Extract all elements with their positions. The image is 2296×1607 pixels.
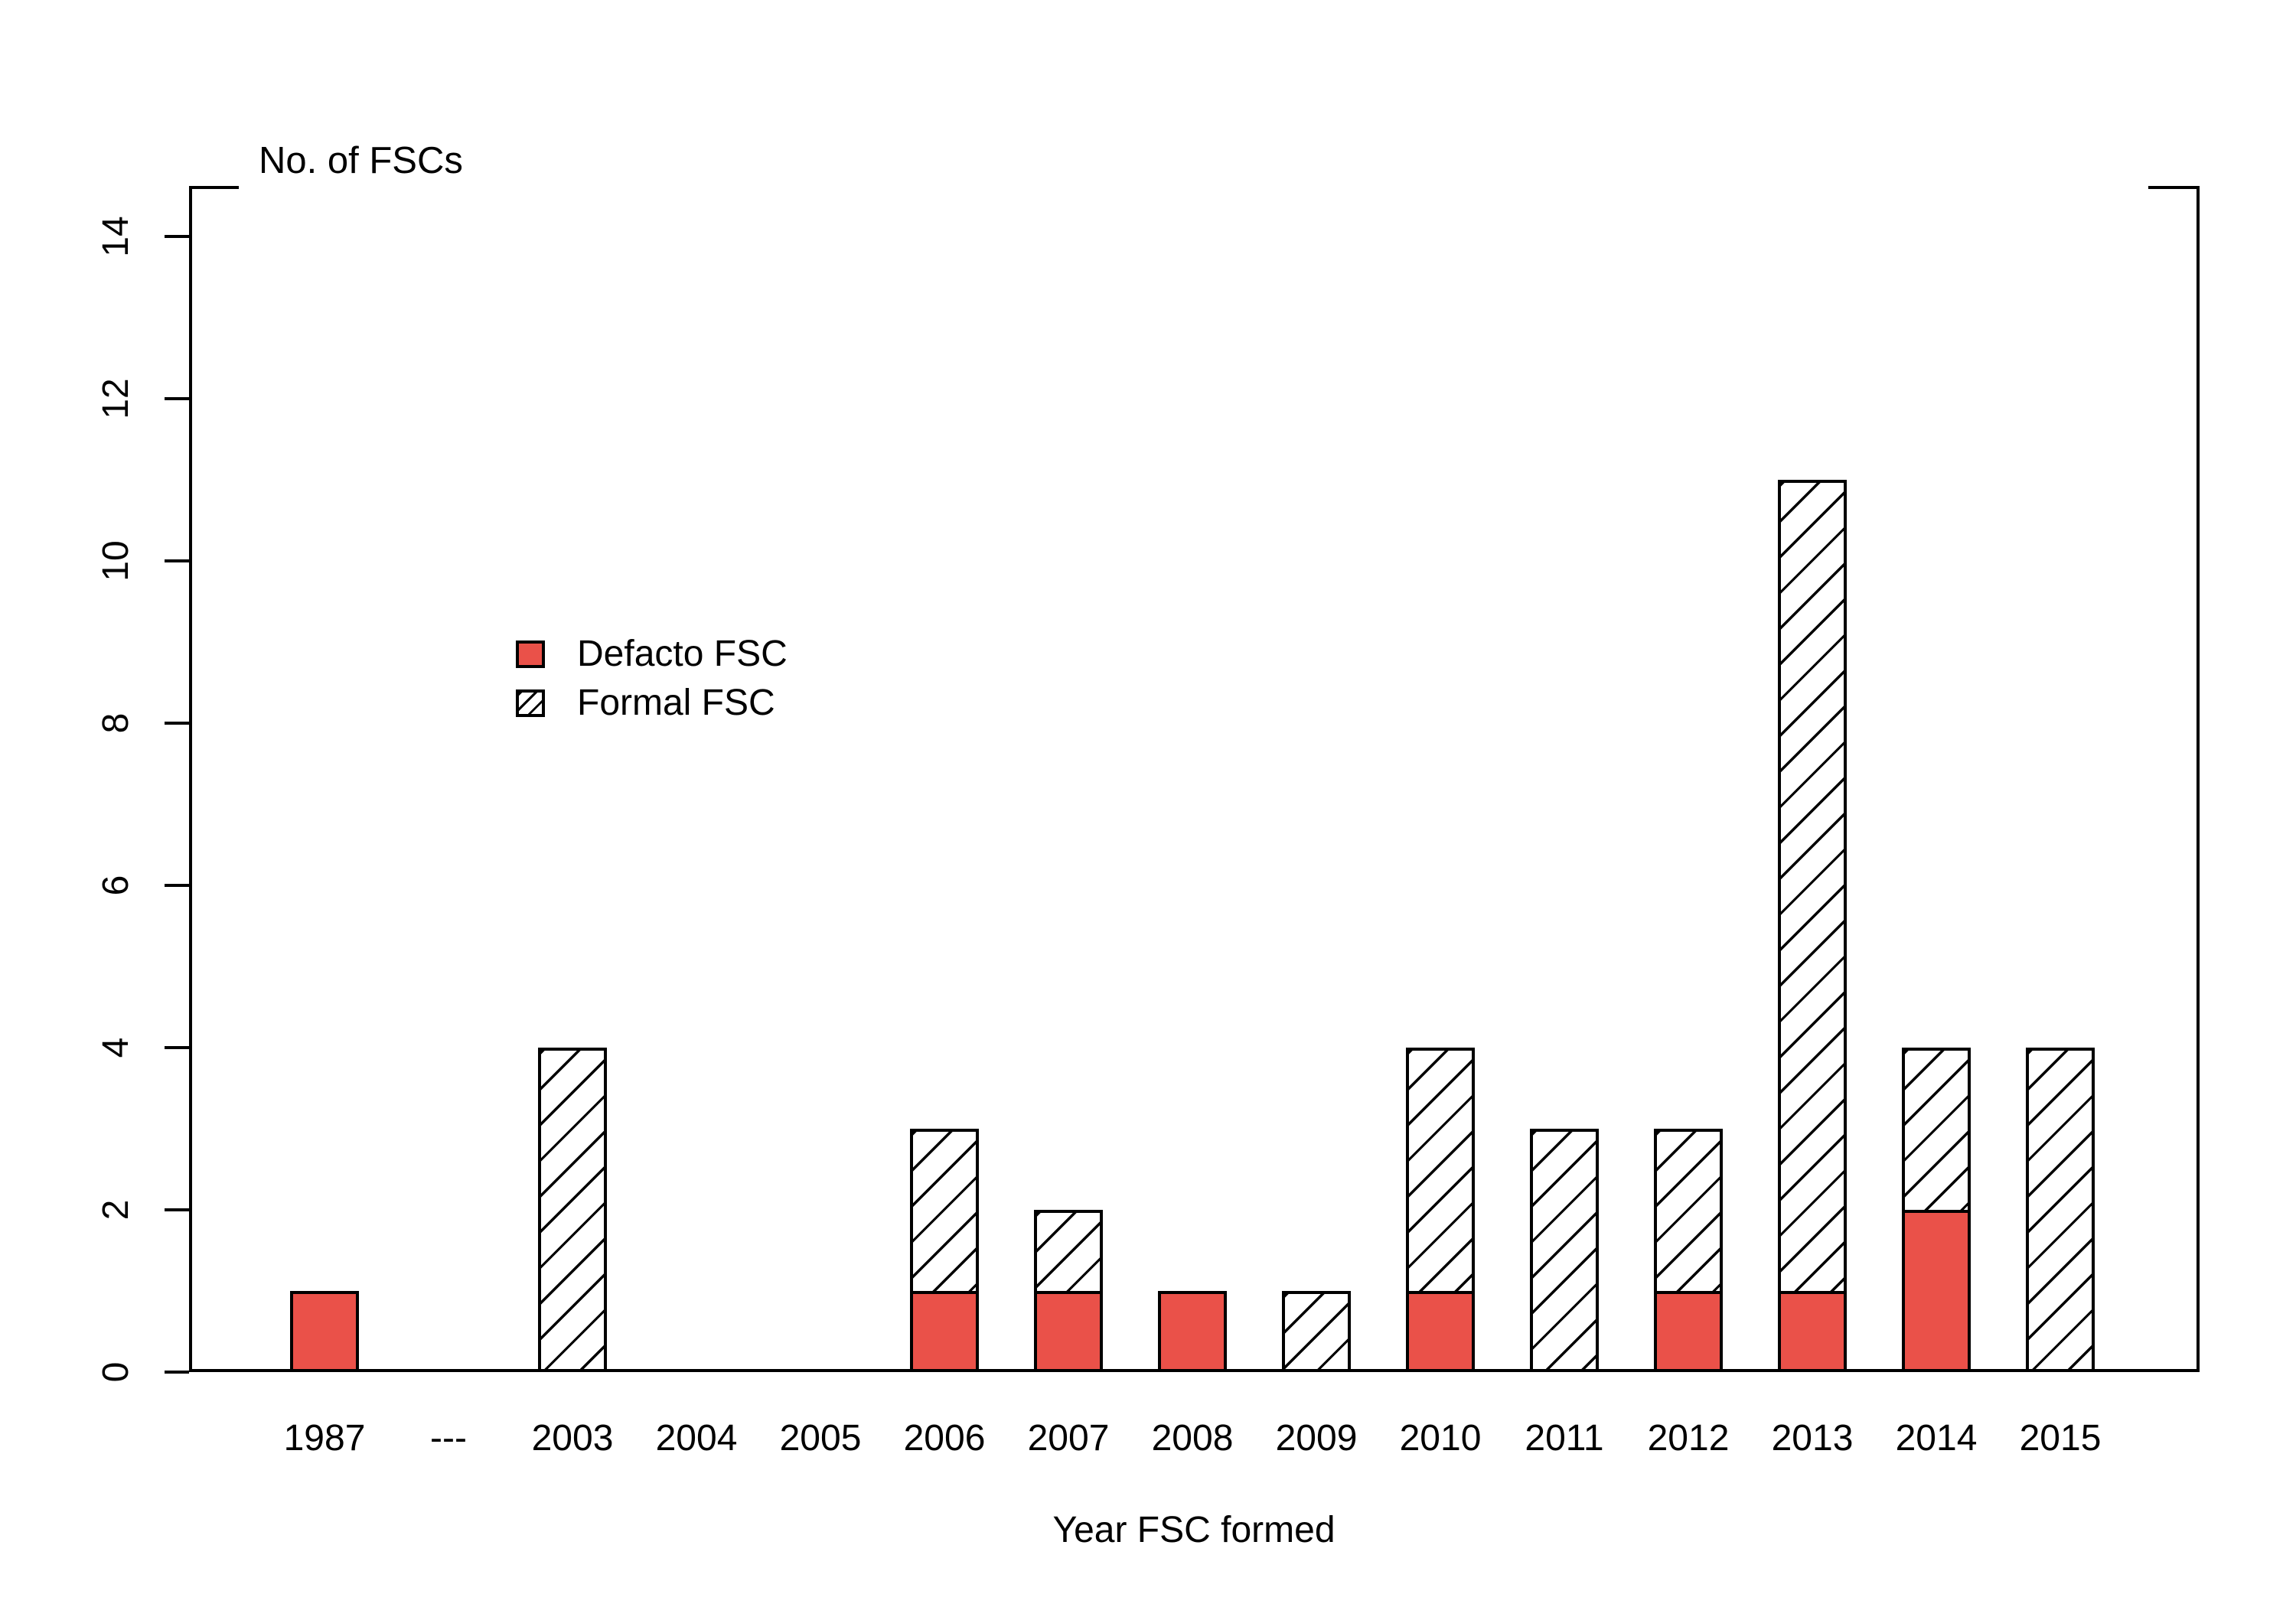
bar-2014-defacto-segment xyxy=(1902,1210,1971,1372)
y-tick-label-4: 4 xyxy=(96,1037,136,1058)
plot-area: Defacto FSC Formal FSC xyxy=(189,186,2200,1372)
y-tick-label-12: 12 xyxy=(96,378,136,419)
x-label-2009: 2009 xyxy=(1275,1418,1358,1459)
legend-label-formal: Formal FSC xyxy=(577,683,775,723)
bar-2009-formal-segment xyxy=(1282,1291,1351,1372)
y-tick-4 xyxy=(165,1046,189,1049)
y-tick-0 xyxy=(165,1371,189,1374)
y-tick-label-2: 2 xyxy=(96,1199,136,1221)
y-tick-label-14: 14 xyxy=(96,216,136,257)
formal-hatch-swatch-icon xyxy=(516,689,545,717)
x-label-2014: 2014 xyxy=(1895,1418,1978,1459)
legend: Defacto FSC Formal FSC xyxy=(516,634,788,737)
frame-top-right-stub xyxy=(2148,186,2200,189)
axis-left-line xyxy=(189,186,192,1372)
x-label-2008: 2008 xyxy=(1151,1418,1234,1459)
bar-1987-defacto-segment xyxy=(290,1291,359,1372)
y-tick-label-6: 6 xyxy=(96,875,136,896)
x-label-2013: 2013 xyxy=(1771,1418,1854,1459)
x-label-2006: 2006 xyxy=(903,1418,986,1459)
y-tick-8 xyxy=(165,722,189,725)
legend-item-defacto: Defacto FSC xyxy=(516,634,788,674)
bar-2003-formal-segment xyxy=(538,1048,607,1372)
legend-item-formal: Formal FSC xyxy=(516,683,788,723)
bar-2010-defacto-segment xyxy=(1406,1291,1475,1372)
bar-2008-defacto-segment xyxy=(1158,1291,1227,1372)
x-label-1987: 1987 xyxy=(283,1418,366,1459)
x-label-2010: 2010 xyxy=(1399,1418,1482,1459)
y-tick-12 xyxy=(165,397,189,400)
y-tick-label-0: 0 xyxy=(96,1361,136,1383)
y-tick-10 xyxy=(165,559,189,562)
x-label-2004: 2004 xyxy=(655,1418,738,1459)
y-tick-6 xyxy=(165,884,189,887)
bar-2007-formal-segment xyxy=(1034,1210,1103,1294)
legend-label-defacto: Defacto FSC xyxy=(577,634,788,674)
bar-2012-defacto-segment xyxy=(1654,1291,1723,1372)
bar-2007-defacto-segment xyxy=(1034,1291,1103,1372)
x-label-2003: 2003 xyxy=(531,1418,614,1459)
y-tick-2 xyxy=(165,1208,189,1211)
bar-2012-formal-segment xyxy=(1654,1129,1723,1294)
x-label-2007: 2007 xyxy=(1027,1418,1110,1459)
y-axis-title: No. of FSCs xyxy=(259,140,463,181)
bar-2006-defacto-segment xyxy=(910,1291,979,1372)
bar-2013-defacto-segment xyxy=(1778,1291,1847,1372)
bar-2010-formal-segment xyxy=(1406,1048,1475,1294)
x-label-2005: 2005 xyxy=(779,1418,862,1459)
x-label-: --- xyxy=(430,1418,467,1459)
bar-2006-formal-segment xyxy=(910,1129,979,1294)
x-axis-title: Year FSC formed xyxy=(1052,1510,1336,1550)
axis-right-line xyxy=(2197,186,2200,1372)
bar-2013-formal-segment xyxy=(1778,480,1847,1294)
bar-2014-formal-segment xyxy=(1902,1048,1971,1213)
y-tick-label-10: 10 xyxy=(96,540,136,582)
defacto-swatch-icon xyxy=(516,641,545,668)
y-tick-14 xyxy=(165,235,189,238)
frame-top-left-stub xyxy=(189,186,239,189)
x-label-2011: 2011 xyxy=(1525,1418,1604,1459)
y-tick-label-8: 8 xyxy=(96,712,136,734)
bar-2011-formal-segment xyxy=(1530,1129,1599,1372)
x-label-2015: 2015 xyxy=(2019,1418,2102,1459)
bar-2015-formal-segment xyxy=(2026,1048,2095,1372)
x-label-2012: 2012 xyxy=(1647,1418,1730,1459)
